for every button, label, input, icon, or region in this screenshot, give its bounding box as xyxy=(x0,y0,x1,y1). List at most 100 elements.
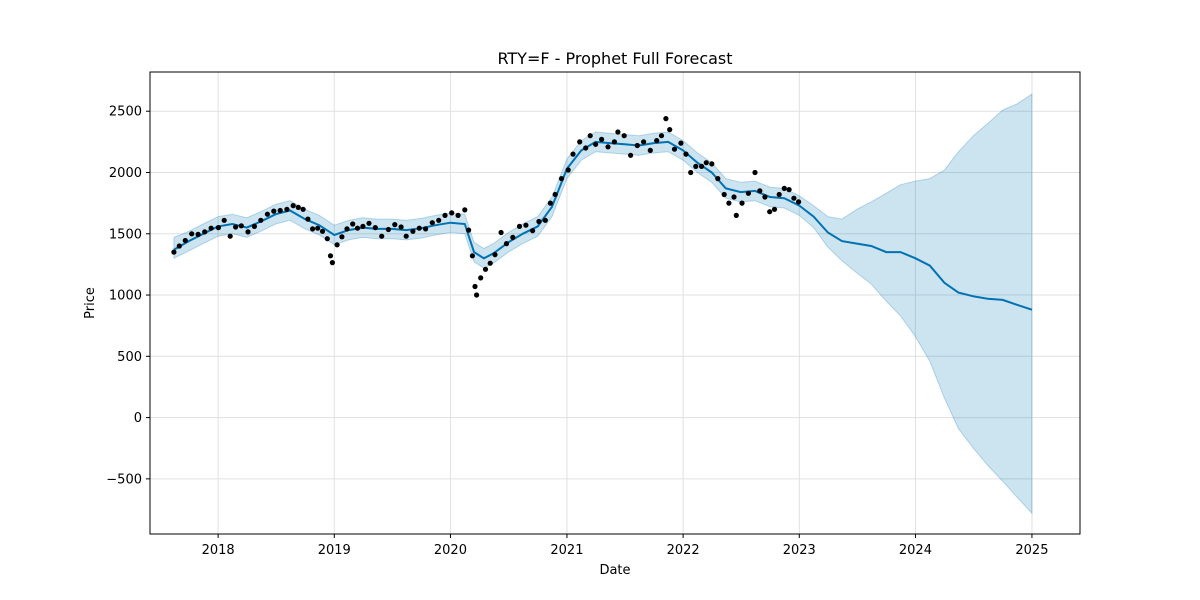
actual-point xyxy=(583,145,589,151)
x-tick-label: 2023 xyxy=(783,543,816,558)
actual-point xyxy=(771,206,778,212)
actual-point xyxy=(683,151,689,157)
actual-point xyxy=(611,139,618,145)
actual-point xyxy=(498,229,504,236)
actual-point xyxy=(492,252,498,258)
actual-point xyxy=(478,275,484,281)
actual-point xyxy=(703,160,709,166)
actual-point xyxy=(615,129,621,135)
actual-point xyxy=(202,229,208,235)
actual-point xyxy=(295,204,301,210)
actual-point xyxy=(726,200,732,206)
actual-point xyxy=(547,200,554,206)
actual-point xyxy=(654,138,660,144)
actual-point xyxy=(605,144,611,150)
grid xyxy=(150,72,1080,534)
actual-point xyxy=(474,292,480,298)
actual-point xyxy=(523,222,529,228)
actual-point xyxy=(449,210,455,216)
actual-point xyxy=(688,169,694,176)
actual-point xyxy=(208,225,214,231)
actual-point xyxy=(245,229,251,235)
y-tick-label: 1500 xyxy=(109,227,142,242)
actual-point xyxy=(693,163,699,169)
x-tick-label: 2024 xyxy=(899,543,932,558)
actual-point xyxy=(796,199,802,205)
actual-point xyxy=(182,237,188,244)
actual-point xyxy=(392,222,398,228)
chart-title: RTY=F - Prophet Full Forecast xyxy=(497,49,732,68)
x-tick-label: 2019 xyxy=(318,543,351,558)
actual-point xyxy=(658,133,665,139)
actual-point xyxy=(258,217,264,223)
actual-point xyxy=(251,223,257,229)
actual-point xyxy=(621,133,627,139)
actual-point xyxy=(329,260,335,266)
y-tick-label: 2500 xyxy=(109,105,142,120)
actual-point xyxy=(354,225,361,231)
actual-point xyxy=(671,146,678,152)
actual-point xyxy=(516,223,523,229)
actual-point xyxy=(360,223,366,229)
actual-point xyxy=(429,220,435,226)
actual-point xyxy=(510,234,516,240)
actual-point xyxy=(403,233,409,239)
actual-point xyxy=(319,228,326,234)
actual-point xyxy=(469,253,475,259)
actual-point xyxy=(290,203,296,209)
x-tick-label: 2025 xyxy=(1015,543,1048,558)
actual-point xyxy=(324,236,330,242)
actual-point xyxy=(503,241,510,247)
actual-point xyxy=(442,212,448,218)
actual-point xyxy=(781,185,787,191)
actual-point xyxy=(227,233,233,239)
actual-point xyxy=(327,253,334,259)
actual-point xyxy=(634,142,640,149)
actual-point xyxy=(264,211,270,217)
actual-point xyxy=(536,218,542,225)
actual-point xyxy=(647,147,653,153)
x-tick-label: 2020 xyxy=(434,543,467,558)
actual-point xyxy=(195,231,201,237)
y-tick-label: 2000 xyxy=(109,166,142,181)
axis-ticks: −500 0 500 1000 1500 2000 2500 2018 2019 2020 2021… xyxy=(106,105,1048,558)
actual-point xyxy=(745,190,752,196)
actual-point xyxy=(762,194,768,200)
actual-point xyxy=(776,191,782,198)
actual-point xyxy=(731,194,737,200)
actual-point xyxy=(398,224,404,230)
actual-point xyxy=(565,167,571,173)
actual-point xyxy=(663,116,669,122)
actual-point xyxy=(344,226,350,232)
x-axis-label: Date xyxy=(599,563,630,578)
actual-point xyxy=(372,225,378,231)
actual-point xyxy=(542,217,548,223)
x-tick-label: 2022 xyxy=(667,543,700,558)
x-tick-label: 2021 xyxy=(550,543,583,558)
actual-point xyxy=(462,207,468,213)
actual-point xyxy=(366,220,372,226)
plot-frame xyxy=(149,71,1081,535)
actual-point xyxy=(350,221,356,227)
confidence-band xyxy=(173,93,1033,515)
actual-point xyxy=(277,207,283,214)
actual-point xyxy=(416,225,422,231)
actual-point xyxy=(593,141,599,147)
actual-point xyxy=(423,226,429,232)
actual-point xyxy=(410,228,416,234)
actual-point xyxy=(455,212,461,218)
y-tick-label: 500 xyxy=(117,350,142,365)
actual-point xyxy=(221,217,227,223)
actual-point xyxy=(305,216,311,222)
actual-point xyxy=(339,234,345,240)
actual-point xyxy=(436,217,442,223)
actual-point xyxy=(570,151,576,157)
actual-point xyxy=(472,283,478,290)
actual-point xyxy=(238,223,244,229)
actual-point xyxy=(757,188,763,194)
actual-point xyxy=(733,212,739,218)
actual-point xyxy=(487,260,493,266)
actual-point xyxy=(715,176,721,182)
actual-point xyxy=(300,206,306,212)
